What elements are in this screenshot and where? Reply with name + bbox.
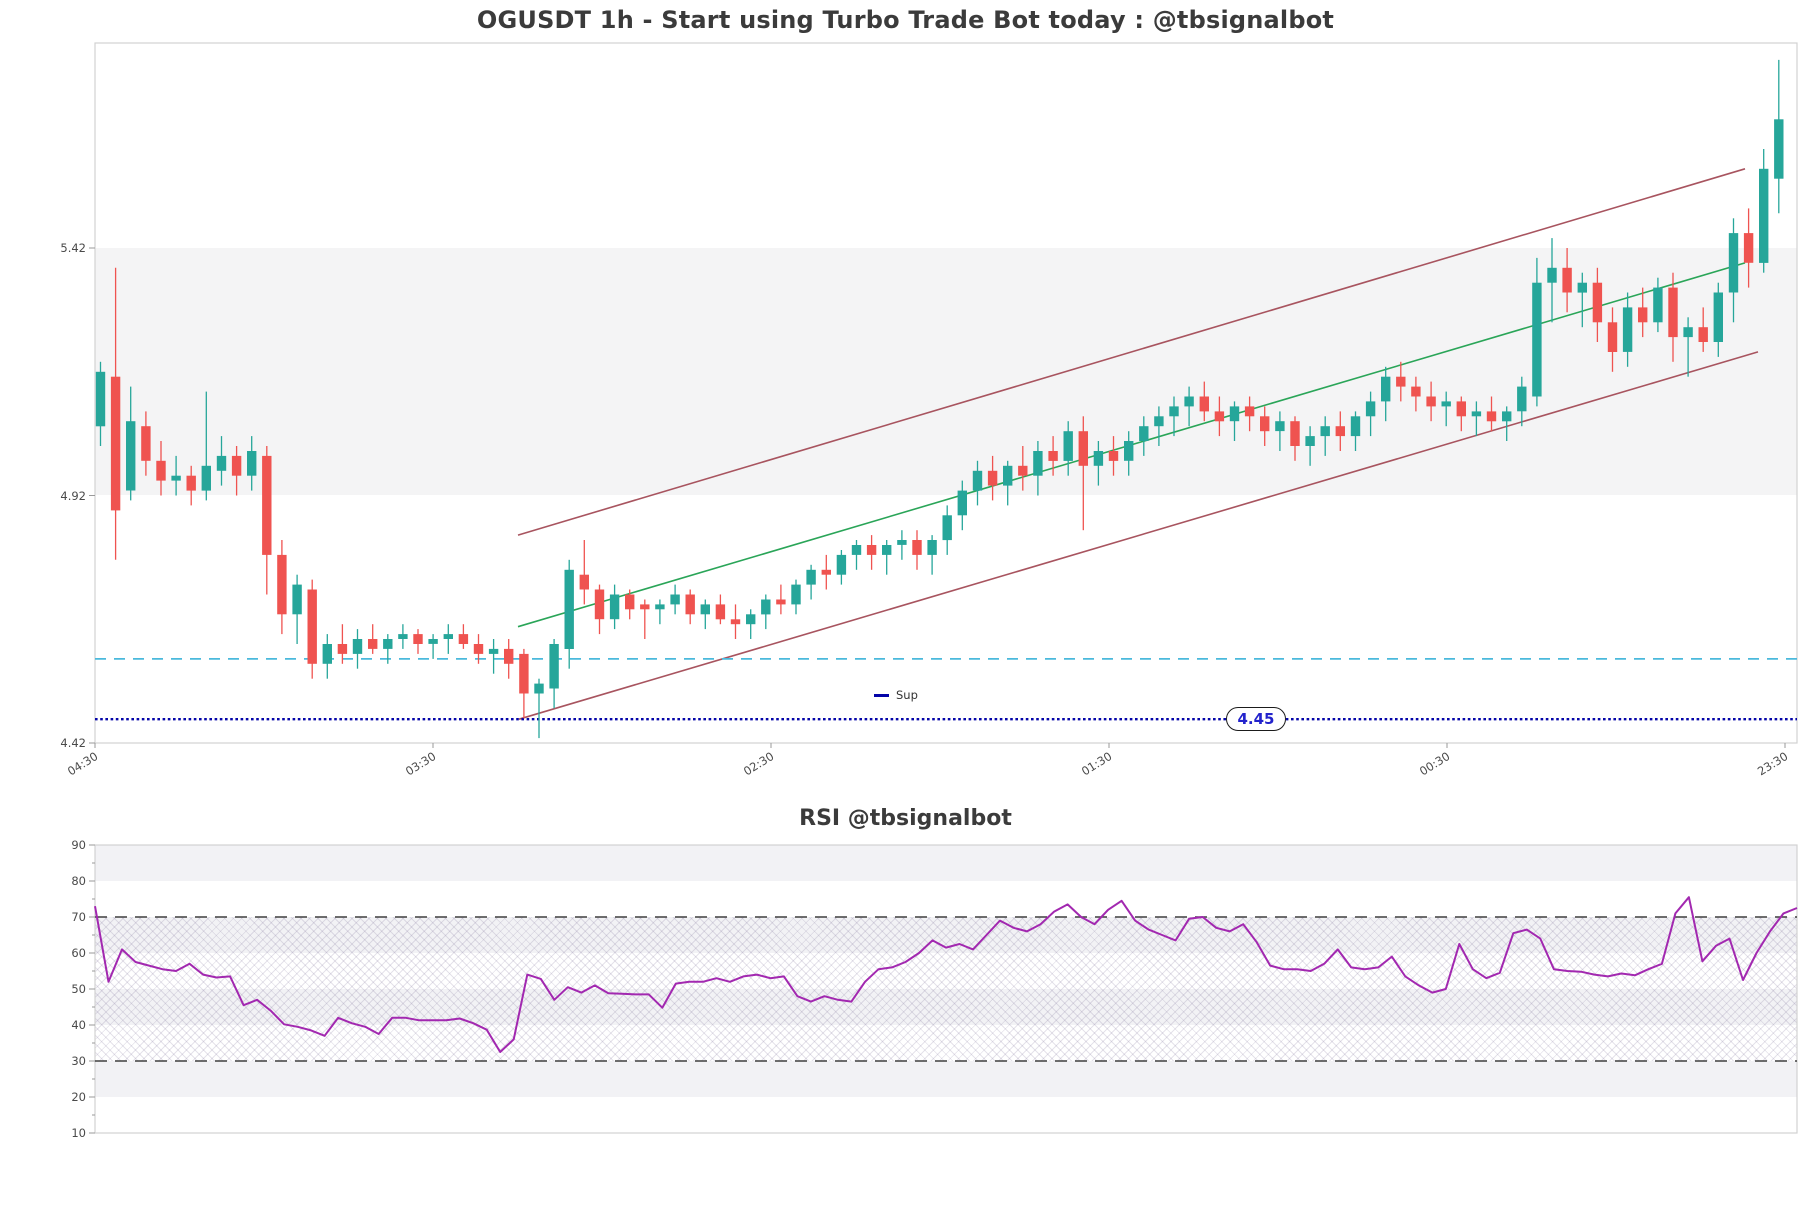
rsi-chart-title: RSI @tbsignalbot: [799, 806, 1012, 831]
main-y-tick-label: 4.92: [60, 489, 86, 503]
main-x-tick-label: 01:30: [1078, 749, 1115, 779]
rsi-y-tick-label: 50: [71, 982, 86, 996]
legend-sup: Sup: [874, 688, 918, 702]
rsi-y-tick-label: 10: [71, 1126, 86, 1140]
main-x-tick-label: 00:30: [1416, 749, 1453, 779]
sup-line-legend-icon: [874, 693, 889, 697]
main-x-tick-label: 04:30: [64, 749, 101, 779]
rsi-stripe-band: [95, 845, 1797, 881]
main-chart-title: OGUSDT 1h - Start using Turbo Trade Bot …: [476, 6, 1335, 34]
rsi-y-tick-label: 30: [71, 1054, 86, 1068]
main-x-tick-label: 23:30: [1754, 749, 1791, 779]
candlesticks: [95, 59, 1784, 739]
price-gray-band: [95, 248, 1797, 495]
rsi-stripe-band: [95, 1061, 1797, 1097]
main-plot-border: [94, 42, 1798, 744]
rsi-line: [94, 896, 1798, 1053]
channel-lower-line: [518, 351, 1759, 720]
main-y-tick-label: 5.42: [60, 241, 86, 255]
rsi-y-tick-label: 40: [71, 1018, 86, 1032]
rsi-y-tick-label: 80: [71, 874, 86, 888]
rsi-hatch-band: [95, 917, 1797, 1061]
rsi-y-tick-label: 60: [71, 946, 86, 960]
main-x-tick-label: 02:30: [740, 749, 777, 779]
rsi-y-tick-label: 90: [71, 838, 86, 852]
main-y-tick-label: 4.42: [60, 736, 86, 750]
legend-sup-label: Sup: [896, 688, 918, 702]
main-x-tick-label: 03:30: [402, 749, 439, 779]
support-price-badge: 4.45: [1226, 707, 1286, 731]
rsi-stripe-band: [95, 989, 1797, 1025]
channel-upper-line: [517, 168, 1746, 536]
rsi-y-tick-label: 20: [71, 1090, 86, 1104]
rsi-y-tick-label: 70: [71, 910, 86, 924]
